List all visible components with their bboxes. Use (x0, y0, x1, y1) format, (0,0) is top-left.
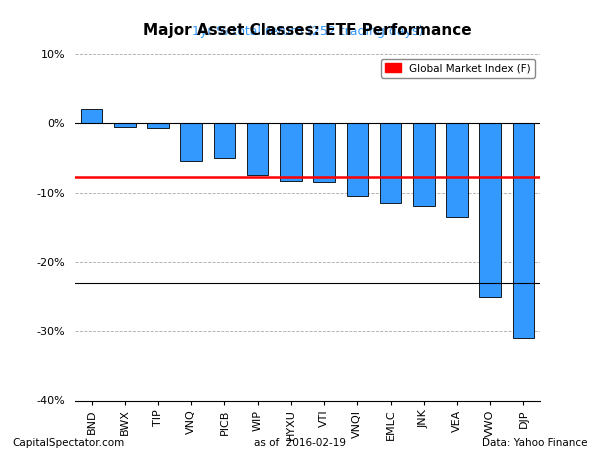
Bar (247, 123, 268, 175)
Text: Data: Yahoo Finance: Data: Yahoo Finance (482, 438, 588, 448)
Bar (313, 123, 335, 182)
Bar (181, 123, 202, 162)
Bar (347, 123, 368, 196)
Bar (280, 123, 302, 181)
Text: as of  2016-02-19: as of 2016-02-19 (254, 438, 346, 448)
Text: 1yr % total return (252 trading days): 1yr % total return (252 trading days) (192, 25, 423, 38)
Legend: Global Market Index (F): Global Market Index (F) (381, 59, 535, 77)
Bar (512, 123, 534, 338)
Bar (479, 123, 501, 297)
Bar (81, 109, 103, 123)
Bar (446, 123, 468, 217)
Bar (114, 123, 136, 127)
Bar (214, 123, 235, 158)
Bar (380, 123, 401, 203)
Bar (413, 123, 434, 207)
Text: CapitalSpectator.com: CapitalSpectator.com (12, 438, 124, 448)
Title: Major Asset Classes: ETF Performance: Major Asset Classes: ETF Performance (143, 22, 472, 37)
Bar (147, 123, 169, 128)
